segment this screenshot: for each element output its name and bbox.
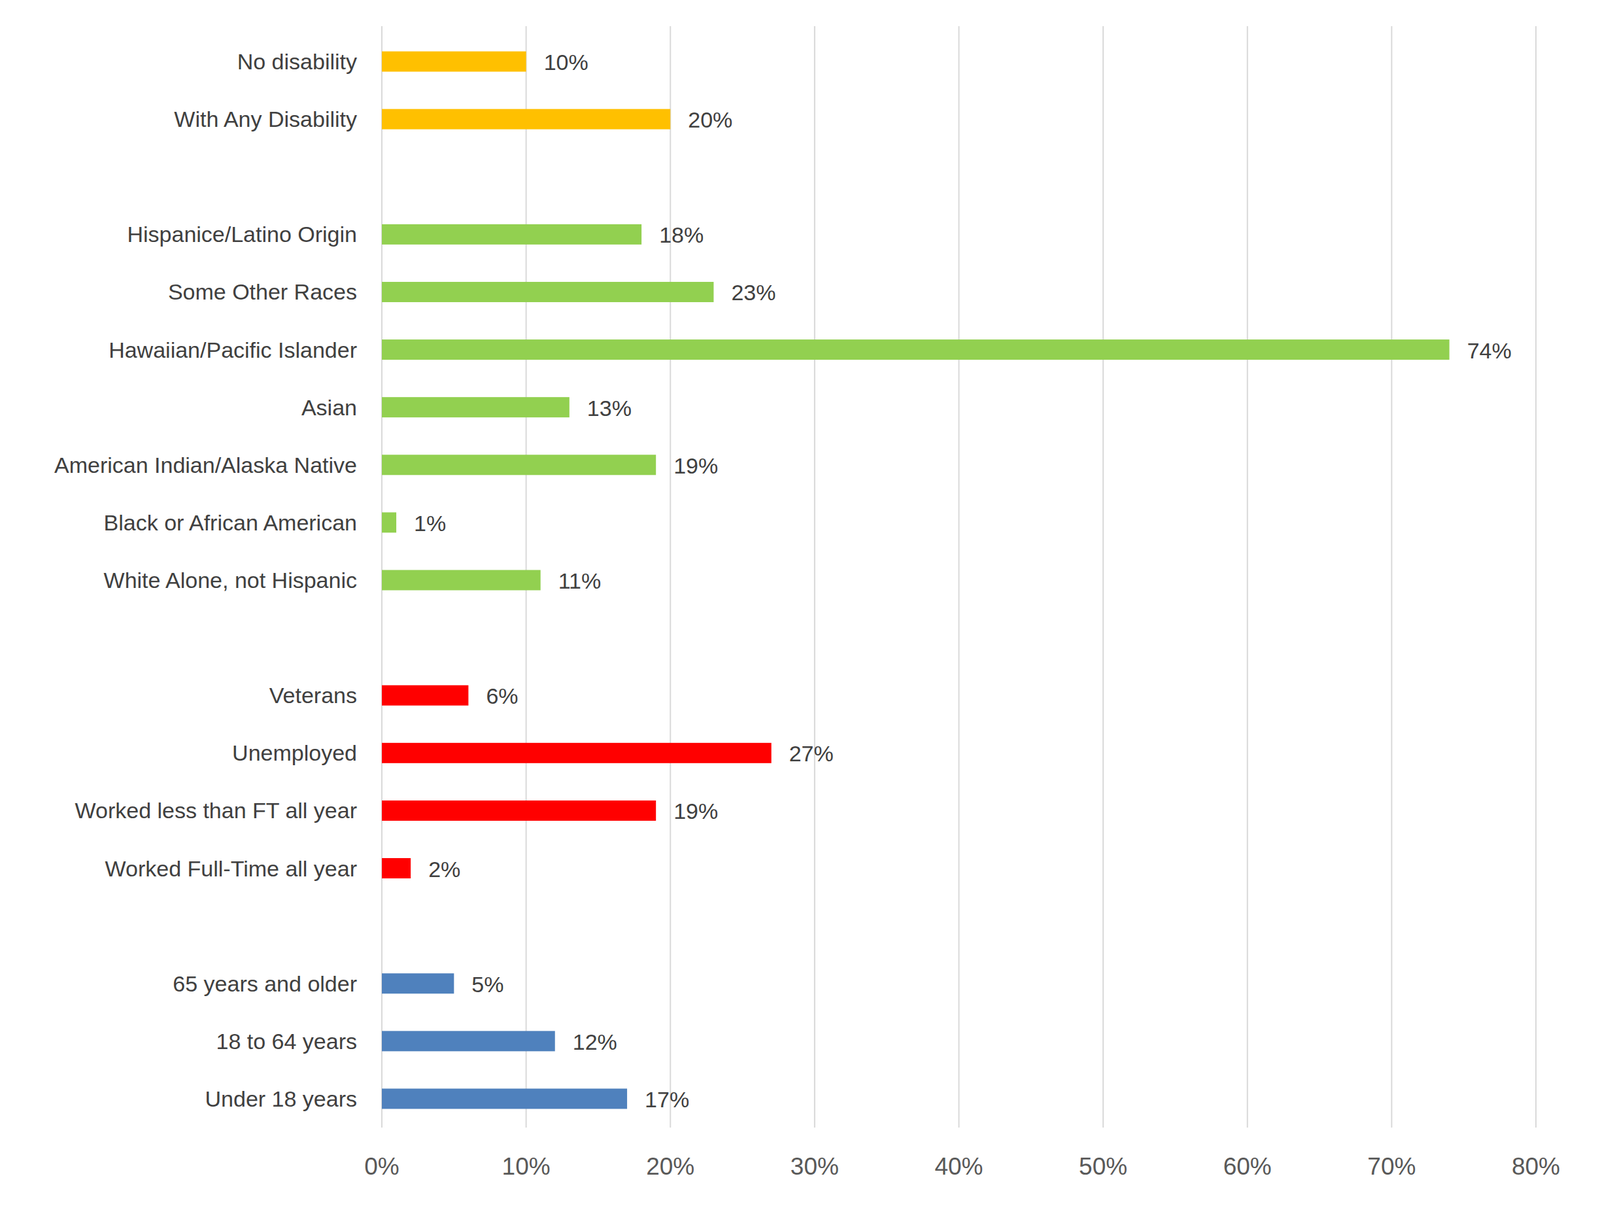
bar xyxy=(381,972,454,994)
category-label: 18 to 64 years xyxy=(216,1028,358,1054)
grid-line xyxy=(1246,26,1249,1128)
data-label: 10% xyxy=(544,49,589,75)
data-label: 27% xyxy=(789,740,834,766)
bar xyxy=(381,570,541,591)
category-label: American Indian/Alaska Native xyxy=(54,452,358,478)
bars xyxy=(381,51,1450,1109)
bar xyxy=(381,109,671,130)
category-label: With Any Disability xyxy=(173,106,358,132)
tick-label: 80% xyxy=(1511,1152,1561,1180)
bar xyxy=(381,339,1450,360)
grid-line xyxy=(669,26,671,1128)
category-label: Some Other Races xyxy=(168,279,358,305)
category-label: Hawaiian/Pacific Islander xyxy=(108,337,358,363)
grid-line xyxy=(814,26,816,1128)
bar xyxy=(381,281,714,303)
data-label: 6% xyxy=(485,683,518,709)
data-label: 19% xyxy=(673,798,718,824)
data-label: 2% xyxy=(428,856,461,882)
category-label: 65 years and older xyxy=(172,970,358,996)
tick-label: 50% xyxy=(1078,1152,1128,1180)
grid xyxy=(381,26,1536,1128)
grid-line xyxy=(1390,26,1393,1128)
data-label: 12% xyxy=(572,1029,618,1055)
bar xyxy=(381,1088,628,1109)
chart: 0% 10% 20% 30% 40% 50% 60% 70% 80% No disability W… xyxy=(0,0,1600,1208)
category-label: Hispanice/Latino Origin xyxy=(126,221,358,247)
bar xyxy=(381,685,469,706)
bar xyxy=(381,800,656,821)
category-label: Worked Full-Time all year xyxy=(105,855,358,881)
bar xyxy=(381,454,656,475)
data-label: 23% xyxy=(731,279,776,305)
data-label: 17% xyxy=(644,1086,690,1112)
bar xyxy=(381,1030,556,1051)
data-label: 19% xyxy=(673,453,718,478)
data-label: 5% xyxy=(471,971,504,997)
data-label: 13% xyxy=(587,395,632,421)
data-label: 11% xyxy=(558,568,602,594)
bar xyxy=(381,857,411,879)
data-label: 20% xyxy=(687,107,733,133)
data-label: 1% xyxy=(413,510,446,536)
data-label: 74% xyxy=(1467,338,1512,363)
category-label: Unemployed xyxy=(232,740,358,766)
tick-label: 70% xyxy=(1367,1152,1416,1180)
bar xyxy=(381,511,397,533)
category-label: Worked less than FT all year xyxy=(75,797,358,823)
tick-label: 40% xyxy=(934,1152,983,1180)
tick-label: 20% xyxy=(646,1152,695,1180)
bar xyxy=(381,224,642,245)
bar xyxy=(381,396,570,418)
grid-line xyxy=(1535,26,1537,1128)
data-label: 18% xyxy=(659,222,704,248)
grid-line xyxy=(958,26,960,1128)
grid-line xyxy=(1102,26,1104,1128)
tick-label: 30% xyxy=(790,1152,839,1180)
category-label: Asian xyxy=(301,394,358,420)
category-label: White Alone, not Hispanic xyxy=(103,567,358,593)
bar xyxy=(381,742,772,764)
tick-label: 10% xyxy=(502,1152,551,1180)
bar xyxy=(381,51,527,72)
category-label: No disability xyxy=(237,49,358,74)
tick-label: 60% xyxy=(1223,1152,1272,1180)
category-label: Veterans xyxy=(269,682,358,708)
category-label: Black or African American xyxy=(103,510,358,535)
tick-label: 0% xyxy=(364,1152,399,1180)
category-label: Under 18 years xyxy=(205,1086,358,1111)
